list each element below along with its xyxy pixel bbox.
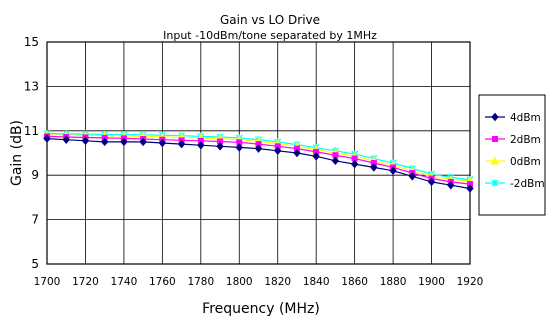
x-tick-label: 1780	[187, 276, 214, 288]
y-tick-label: 5	[31, 257, 39, 271]
tick-labels: 5 7 9 11 13 15 1700 1720 1740 1760 1780 1800 1820 184…	[24, 35, 484, 288]
data-point	[293, 145, 300, 152]
data-point	[101, 137, 109, 147]
data-point	[331, 156, 340, 166]
data-point	[313, 148, 320, 155]
legend-entry: 0dBm	[485, 156, 541, 168]
plot-frame	[46, 41, 471, 265]
data-point	[43, 134, 51, 143]
data-point	[139, 137, 147, 147]
legend-entry: 2dBm	[485, 134, 541, 146]
data-point	[274, 143, 281, 150]
legend-box	[478, 94, 546, 216]
x-tick-label: 1820	[264, 276, 291, 288]
legend-label: -2dBm	[510, 178, 545, 190]
data-point	[447, 180, 455, 190]
data-point	[235, 143, 243, 152]
x-tick-label: 1880	[380, 276, 407, 288]
data-point	[62, 135, 70, 144]
legend-marker	[491, 112, 499, 122]
data-point	[216, 142, 224, 151]
data-point	[197, 140, 205, 150]
series-layer	[42, 129, 475, 193]
y-tick-label: 11	[24, 124, 39, 138]
legend-label: 2dBm	[510, 134, 541, 146]
data-point	[351, 155, 358, 162]
data-point	[255, 141, 262, 148]
x-tick-label: 1740	[111, 276, 138, 288]
data-point	[120, 137, 128, 147]
y-tick-label: 7	[31, 213, 39, 227]
x-tick-label: 1900	[418, 276, 445, 288]
x-tick-label: 1840	[303, 276, 330, 288]
data-point	[274, 146, 282, 156]
legend-entry: 4dBm	[485, 112, 541, 124]
data-point	[177, 139, 186, 149]
data-point	[408, 172, 416, 181]
data-point	[312, 152, 320, 161]
x-axis-label: Frequency (MHz)	[202, 301, 320, 317]
data-point	[197, 137, 204, 144]
plot-area	[46, 41, 471, 265]
legend-entry: -2dBm	[485, 178, 545, 190]
legend-marker	[490, 156, 500, 165]
x-tick-label: 1800	[226, 276, 253, 288]
data-point	[293, 148, 301, 158]
y-tick-label: 13	[24, 79, 39, 93]
data-point	[467, 181, 473, 188]
y-tick-label: 9	[31, 168, 39, 182]
legend-marker	[492, 136, 498, 142]
x-tick-label: 1860	[341, 276, 368, 288]
x-tick-label: 1920	[457, 276, 484, 288]
y-tick-label: 15	[24, 35, 39, 49]
data-point	[427, 177, 436, 187]
chart-subtitle: Input -10dBm/tone separated by 1MHz	[163, 29, 377, 42]
legend-label: 0dBm	[510, 156, 541, 168]
data-point	[332, 152, 339, 159]
data-point	[389, 166, 397, 176]
data-point	[254, 144, 263, 153]
data-point	[466, 184, 474, 193]
chart-title: Gain vs LO Drive	[220, 13, 320, 27]
data-point	[217, 138, 224, 145]
x-tick-label: 1720	[72, 276, 99, 288]
data-point	[370, 163, 378, 172]
data-point	[236, 139, 243, 146]
series-4dBm	[43, 134, 474, 193]
x-tick-label: 1760	[149, 276, 176, 288]
data-point	[81, 136, 90, 146]
chart-legend: 4dBm 2dBm 0dBm -2dBm	[478, 94, 546, 216]
legend-marker	[491, 179, 499, 187]
data-point	[370, 159, 377, 166]
y-axis-label: Gain (dB)	[9, 120, 25, 186]
data-point	[158, 138, 167, 148]
legend-label: 4dBm	[510, 112, 541, 124]
x-tick-label: 1700	[34, 276, 61, 288]
data-point	[350, 159, 359, 169]
